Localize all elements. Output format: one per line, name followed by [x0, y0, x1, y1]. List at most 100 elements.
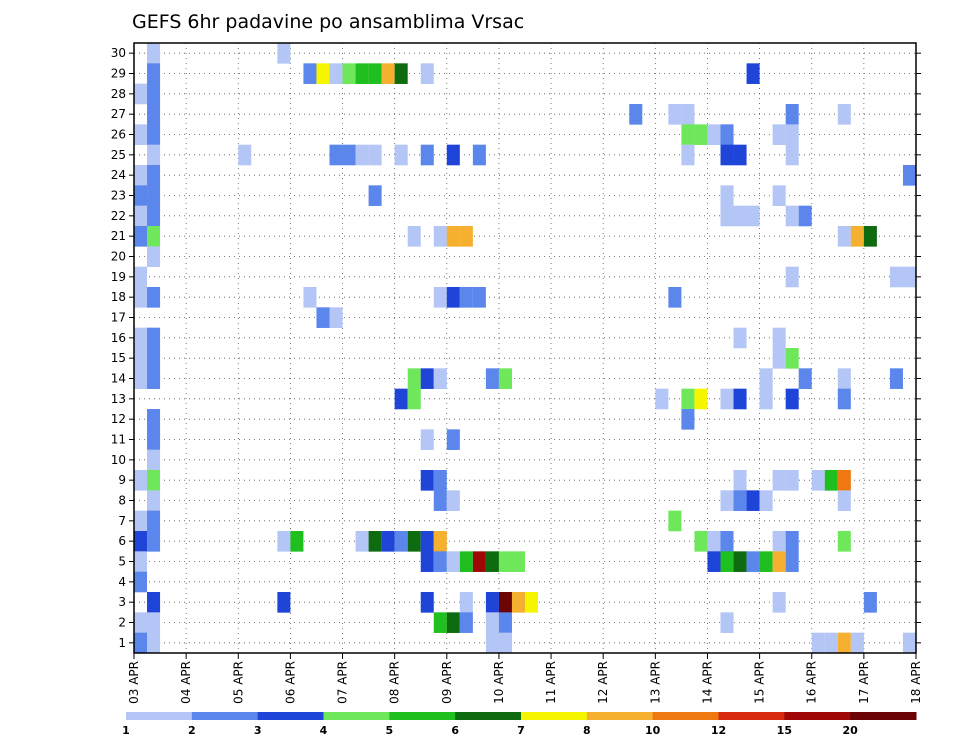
heatmap-cell [798, 368, 812, 389]
y-tick-label: 15 [111, 351, 126, 365]
heatmap-cell [733, 205, 747, 227]
heatmap-cell [498, 368, 512, 389]
heatmap-cell [902, 632, 916, 654]
heatmap-cell [147, 429, 161, 450]
heatmap-cell [147, 327, 161, 349]
x-tick-label: 11 APR [544, 661, 558, 704]
heatmap-cell [746, 205, 760, 227]
heatmap-cell [355, 531, 369, 552]
x-tick-label: 06 APR [283, 661, 297, 704]
heatmap-cell [277, 592, 291, 613]
heatmap-cell [772, 124, 786, 145]
heatmap-cell [147, 368, 161, 389]
heatmap-cell [511, 551, 525, 572]
y-tick-label: 10 [111, 453, 126, 467]
y-tick-label: 17 [111, 311, 126, 325]
heatmap-cell [733, 144, 747, 166]
heatmap-cell [381, 531, 395, 552]
heatmap-cell [459, 287, 473, 308]
x-tick-label: 05 APR [231, 661, 245, 704]
heatmap-cell [720, 185, 734, 206]
heatmap-cell [303, 287, 317, 308]
heatmap-cell [472, 287, 486, 308]
heatmap-cell [420, 368, 434, 389]
heatmap-cell [902, 266, 916, 288]
colorbar-label: 4 [320, 724, 328, 737]
colorbar-label: 5 [386, 724, 394, 737]
heatmap-cell [863, 592, 877, 613]
heatmap-cell [759, 490, 773, 511]
x-tick-label: 04 APR [179, 661, 193, 704]
heatmap-cell [407, 368, 421, 389]
heatmap-cell [446, 490, 460, 511]
heatmap-cell [381, 63, 395, 84]
y-axis-ticks: 1234567891011121314151617181920212223242… [111, 46, 921, 650]
heatmap-cell [889, 368, 903, 389]
y-tick-label: 29 [111, 67, 126, 81]
colorbar-label: 7 [517, 724, 525, 737]
heatmap-cell [785, 348, 799, 369]
heatmap-cell [134, 165, 148, 186]
heatmap-cell [772, 531, 786, 552]
colorbar-label: 12 [711, 724, 726, 737]
heatmap-cell [889, 266, 903, 288]
heatmap-cell [459, 612, 473, 633]
heatmap-cell [277, 43, 291, 64]
heatmap-cell [720, 612, 734, 633]
heatmap-cell [668, 287, 682, 308]
heatmap-cell [525, 592, 539, 613]
colorbar-label: 2 [188, 724, 196, 737]
heatmap-cell [147, 348, 161, 369]
heatmap-cell [134, 510, 148, 532]
heatmap-cell [147, 612, 161, 633]
x-tick-label: 12 APR [596, 661, 610, 704]
heatmap-cell [472, 551, 486, 572]
heatmap-cell [147, 205, 161, 227]
plot-frame [133, 42, 917, 654]
y-tick-label: 20 [111, 250, 126, 264]
heatmap-cell [277, 531, 291, 552]
heatmap-cell [394, 63, 408, 84]
heatmap-cell [147, 632, 161, 654]
heatmap-cell [837, 470, 851, 491]
y-tick-label: 14 [111, 372, 126, 386]
heatmap-cell [720, 205, 734, 227]
heatmap-cell [759, 388, 773, 410]
heatmap-cell [459, 592, 473, 613]
heatmap-cell [498, 612, 512, 633]
heatmap-cell [134, 612, 148, 633]
heatmap-cell [420, 592, 434, 613]
heatmap-cell [485, 632, 499, 654]
heatmap-cell [147, 83, 161, 105]
heatmap-cell [498, 632, 512, 654]
heatmap-cell [785, 144, 799, 166]
colorbar-label: 3 [254, 724, 262, 737]
heatmap-cell [485, 612, 499, 633]
y-tick-label: 30 [111, 46, 126, 60]
heatmap-cell [785, 551, 799, 572]
heatmap-cell [785, 531, 799, 552]
y-tick-label: 11 [111, 433, 126, 447]
heatmap-cell [459, 551, 473, 572]
heatmap-cell [303, 63, 317, 84]
heatmap-cell [485, 592, 499, 613]
heatmap-cell [850, 632, 864, 654]
heatmap-cell [785, 205, 799, 227]
colorbar-swatch [191, 712, 259, 720]
heatmap-cell [134, 287, 148, 308]
heatmap-cell [694, 124, 708, 145]
heatmap-cell [837, 226, 851, 247]
heatmap-cell [147, 104, 161, 125]
heatmap-cell [433, 470, 447, 491]
colorbar-swatch [718, 712, 785, 720]
x-tick-label: 16 APR [805, 661, 819, 704]
heatmap-cell [498, 551, 512, 572]
heatmap-cell [733, 490, 747, 511]
y-tick-label: 3 [118, 595, 126, 609]
heatmap-cell [772, 470, 786, 491]
heatmap-cell [837, 368, 851, 389]
heatmap-cell [824, 470, 838, 491]
x-tick-label: 18 APR [909, 661, 923, 704]
heatmap-cell [134, 348, 148, 369]
heatmap-cell [772, 185, 786, 206]
